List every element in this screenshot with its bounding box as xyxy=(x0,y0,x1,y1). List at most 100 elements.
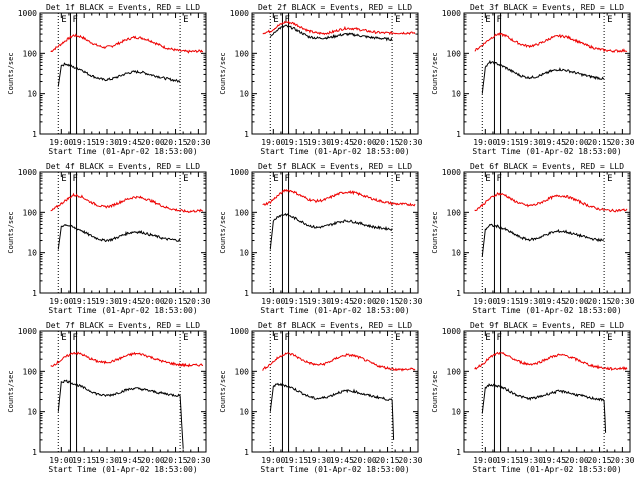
y-tick-label: 1000 xyxy=(230,9,249,18)
x-tick-label: 19:00 xyxy=(473,456,497,465)
events-series-line xyxy=(481,59,605,94)
x-axis-label: Start Time (01-Apr-02 18:53:00) xyxy=(48,147,197,156)
x-axis-label: Start Time (01-Apr-02 18:53:00) xyxy=(260,147,409,156)
lld-series-line xyxy=(474,351,628,371)
panel-det-4: Det 4f BLACK = Events, RED = LLD 1 10 100 10… xyxy=(7,162,211,315)
panel-det-3: Det 3f BLACK = Events, RED = LLD 1 10 100 10… xyxy=(431,3,635,156)
marker-label-e: E xyxy=(485,333,490,343)
panel-title: Det 2f BLACK = Events, RED = LLD xyxy=(258,3,412,12)
x-axis-label: Start Time (01-Apr-02 18:53:00) xyxy=(48,306,197,315)
events-series-line xyxy=(481,223,605,257)
marker-label-e: E xyxy=(395,174,400,184)
marker-label-e: E xyxy=(61,174,66,184)
lld-series-line xyxy=(474,32,628,53)
marker-label-e: E xyxy=(485,174,490,184)
y-axis-label: Counts/sec xyxy=(7,370,15,412)
x-tick-label: 19:00 xyxy=(261,297,285,306)
plot-frame xyxy=(39,330,207,453)
x-tick-label: 19:45 xyxy=(542,138,566,147)
x-tick-label: 19:45 xyxy=(118,138,142,147)
plot-frame xyxy=(39,12,207,135)
y-tick-label: 10 xyxy=(451,90,461,99)
x-tick-label: 19:45 xyxy=(542,456,566,465)
x-tick-label: 19:30 xyxy=(519,456,543,465)
x-tick-label: 19:30 xyxy=(519,297,543,306)
y-axis-label: Counts/sec xyxy=(431,211,439,253)
plot-frame xyxy=(463,330,631,453)
x-tick-label: 19:30 xyxy=(307,297,331,306)
panel-det-9: Det 9f BLACK = Events, RED = LLD 1 10 100 10… xyxy=(431,321,635,474)
panel-det-6: Det 6f BLACK = Events, RED = LLD 1 10 100 10… xyxy=(431,162,635,315)
panel-title: Det 6f BLACK = Events, RED = LLD xyxy=(470,162,624,171)
x-tick-label: 20:15 xyxy=(587,138,611,147)
x-axis-label: Start Time (01-Apr-02 18:53:00) xyxy=(472,306,621,315)
panel-title: Det 3f BLACK = Events, RED = LLD xyxy=(470,3,624,12)
lld-series-line xyxy=(50,351,204,368)
panel-det-2: Det 2f BLACK = Events, RED = LLD 1 10 100 10… xyxy=(219,3,423,156)
y-tick-label: 1 xyxy=(244,130,249,139)
y-axis-label: Counts/sec xyxy=(219,211,227,253)
x-tick-label: 19:45 xyxy=(118,456,142,465)
x-tick-label: 19:15 xyxy=(72,138,96,147)
x-tick-label: 19:30 xyxy=(307,456,331,465)
y-tick-label: 1 xyxy=(32,130,37,139)
x-axis-label: Start Time (01-Apr-02 18:53:00) xyxy=(48,465,197,474)
x-tick-label: 20:15 xyxy=(163,456,187,465)
y-tick-label: 1 xyxy=(244,448,249,457)
x-tick-label: 20:00 xyxy=(353,138,377,147)
x-tick-label: 20:30 xyxy=(186,456,210,465)
x-tick-label: 19:45 xyxy=(330,456,354,465)
marker-label-e: E xyxy=(183,174,188,184)
x-axis-label: Start Time (01-Apr-02 18:53:00) xyxy=(260,465,409,474)
y-axis-label: Counts/sec xyxy=(7,211,15,253)
x-tick-label: 19:00 xyxy=(261,456,285,465)
x-tick-label: 19:45 xyxy=(542,297,566,306)
x-tick-label: 20:30 xyxy=(186,138,210,147)
y-tick-label: 1 xyxy=(456,289,461,298)
marker-label-e: E xyxy=(395,333,400,343)
x-tick-label: 19:15 xyxy=(284,456,308,465)
x-tick-label: 19:00 xyxy=(49,297,73,306)
panel-det-7: Det 7f BLACK = Events, RED = LLD 1 10 100 10… xyxy=(7,321,211,474)
x-tick-label: 20:15 xyxy=(587,456,611,465)
marker-label-e: E xyxy=(607,174,612,184)
y-tick-label: 1000 xyxy=(230,327,249,336)
events-series-line xyxy=(57,223,181,250)
x-tick-label: 19:15 xyxy=(72,456,96,465)
plot-frame xyxy=(251,12,419,135)
events-series-line xyxy=(269,212,393,250)
y-tick-label: 1 xyxy=(32,448,37,457)
x-tick-label: 20:15 xyxy=(375,456,399,465)
marker-label-e: E xyxy=(607,333,612,343)
marker-label-f: F xyxy=(284,333,289,343)
x-tick-label: 20:30 xyxy=(398,138,422,147)
y-axis-label: Counts/sec xyxy=(431,370,439,412)
x-tick-label: 19:15 xyxy=(72,297,96,306)
y-axis-label: Counts/sec xyxy=(219,52,227,94)
y-tick-label: 100 xyxy=(235,367,250,376)
x-tick-label: 20:00 xyxy=(141,138,165,147)
y-tick-label: 100 xyxy=(23,208,38,217)
y-tick-label: 100 xyxy=(235,49,250,58)
y-tick-label: 10 xyxy=(451,408,461,417)
marker-label-e: E xyxy=(607,15,612,25)
lld-series-line xyxy=(474,192,628,213)
x-tick-label: 20:00 xyxy=(353,297,377,306)
x-tick-label: 20:15 xyxy=(375,297,399,306)
x-tick-label: 19:30 xyxy=(95,138,119,147)
x-tick-label: 19:15 xyxy=(284,297,308,306)
marker-label-e: E xyxy=(273,333,278,343)
plot-frame xyxy=(39,171,207,294)
panel-det-5: Det 5f BLACK = Events, RED = LLD 1 10 100 10… xyxy=(219,162,423,315)
x-tick-label: 19:00 xyxy=(473,138,497,147)
x-tick-label: 19:15 xyxy=(496,456,520,465)
x-tick-label: 20:00 xyxy=(565,138,589,147)
y-axis-label: Counts/sec xyxy=(431,52,439,94)
panel-det-1: Det 1f BLACK = Events, RED = LLD 1 10 100 10… xyxy=(7,3,211,156)
marker-label-e: E xyxy=(273,174,278,184)
lld-series-line xyxy=(262,188,416,207)
y-tick-label: 1000 xyxy=(442,327,461,336)
y-tick-label: 100 xyxy=(23,367,38,376)
marker-label-e: E xyxy=(183,333,188,343)
